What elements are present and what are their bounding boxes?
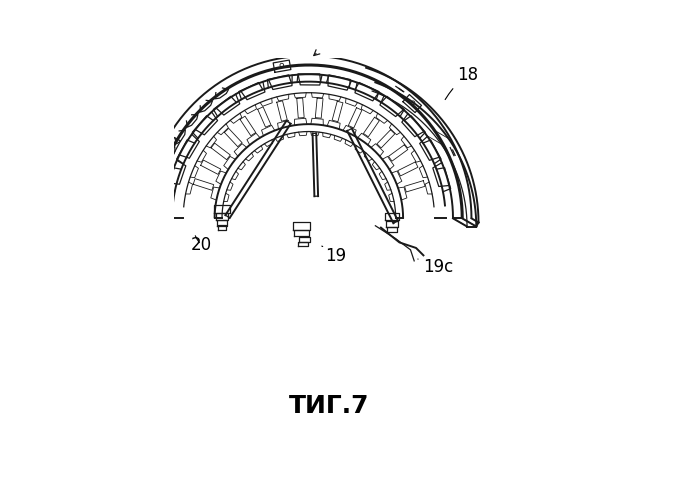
Text: 18: 18 bbox=[445, 66, 478, 99]
Text: 20: 20 bbox=[190, 236, 211, 254]
Text: 19c: 19c bbox=[418, 258, 454, 276]
Text: ΤИГ.7: ΤИГ.7 bbox=[289, 394, 370, 418]
Text: 19: 19 bbox=[322, 246, 346, 265]
